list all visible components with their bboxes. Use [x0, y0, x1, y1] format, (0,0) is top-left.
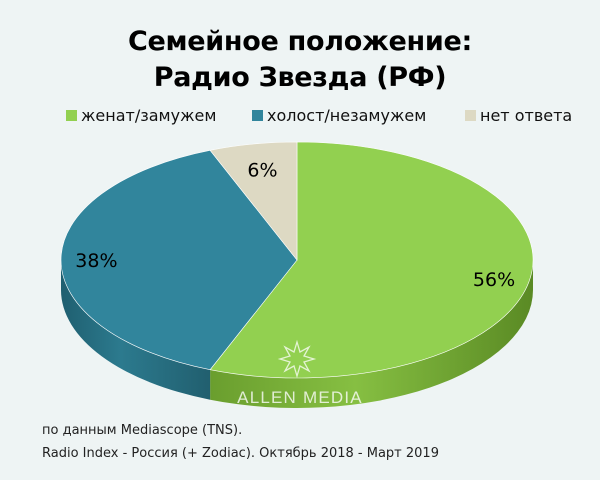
footnote-period: Radio Index - Россия (+ Zodiac). Октябрь… [42, 446, 439, 461]
data-label-single: 38% [75, 250, 117, 272]
legend: женат/замужем холост/незамужем нет ответ… [0, 106, 600, 128]
footnote-source: по данным Mediascope (TNS). [42, 423, 243, 438]
star-logo-icon [277, 339, 317, 379]
pie-slice-married [209, 141, 534, 379]
data-label-no-answer: 6% [247, 160, 277, 182]
legend-label-single: холост/незамужем [267, 106, 427, 125]
legend-item-single: холост/незамужем [252, 106, 426, 125]
legend-swatch-single [252, 110, 263, 121]
chart-title-line-1: Семейное положение: [127, 26, 473, 57]
data-label-married: 56% [473, 269, 515, 291]
watermark-text: ALLEN MEDIA [237, 388, 363, 407]
watermark: ALLEN MEDIA [237, 339, 363, 407]
pie-slice-single [60, 149, 298, 371]
legend-swatch-no-answer [465, 110, 476, 121]
legend-item-married: женат/замужем [66, 106, 216, 125]
pie-slice-no-answer [209, 141, 298, 261]
chart-title-line-2: Радио Звезда (РФ) [153, 62, 447, 93]
legend-swatch-married [66, 110, 77, 121]
legend-label-no-answer: нет ответа [480, 106, 573, 125]
legend-item-no-answer: нет ответа [465, 106, 572, 125]
legend-label-married: женат/замужем [81, 106, 217, 125]
pie-side-married [210, 260, 533, 408]
pie-side-single [61, 260, 211, 400]
